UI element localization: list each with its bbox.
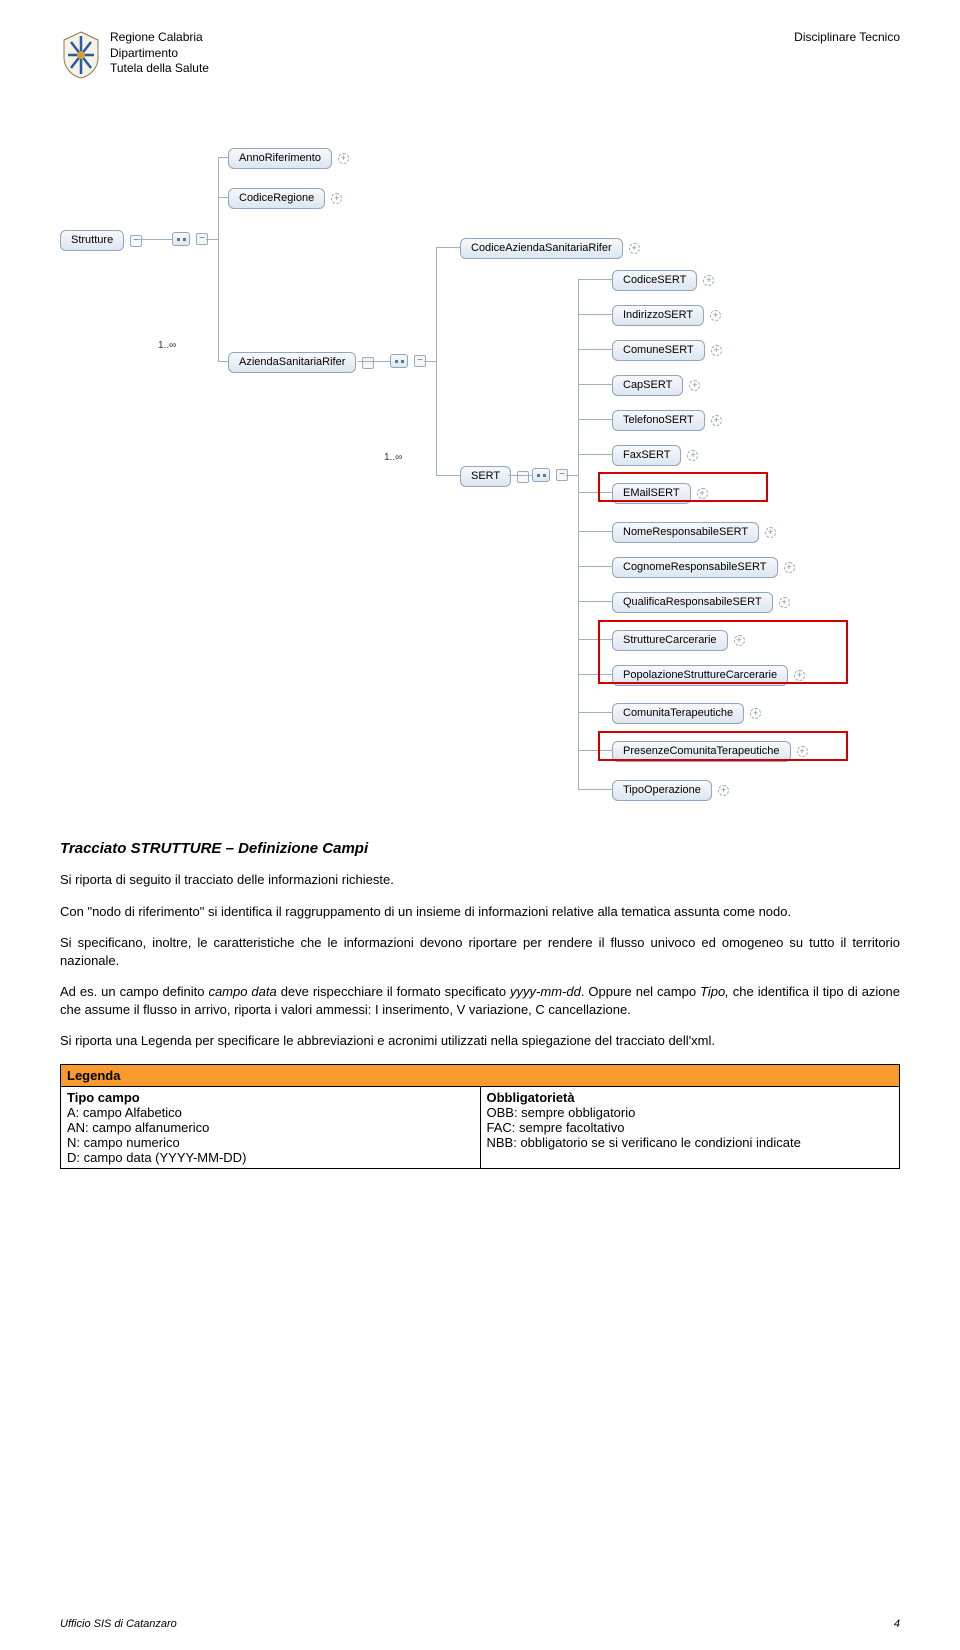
schema-node: ComuneSERT+ (612, 340, 722, 361)
sequence-icon: − (390, 354, 426, 368)
schema-node: NomeResponsabileSERT+ (612, 522, 776, 543)
schema-node: CognomeResponsabileSERT+ (612, 557, 795, 578)
expand-icon[interactable]: + (779, 597, 790, 608)
schema-node: ComunitaTerapeutiche+ (612, 703, 761, 724)
org-line3: Tutela della Salute (110, 61, 209, 77)
schema-node: CodiceRegione+ (228, 188, 342, 209)
expand-icon[interactable]: + (331, 193, 342, 204)
legend-col1-header: Tipo campo (67, 1090, 474, 1105)
collapse-icon[interactable]: − (517, 471, 529, 483)
highlight-box (598, 472, 768, 502)
legend-col2-row: OBB: sempre obbligatorio (487, 1105, 894, 1120)
expand-icon[interactable]: + (750, 708, 761, 719)
legend-col2-row: NBB: obbligatorio se si verificano le co… (487, 1135, 894, 1150)
legend-col1-row: A: campo Alfabetico (67, 1105, 474, 1120)
expand-icon[interactable]: + (689, 380, 700, 391)
paragraph-3: Si specificano, inoltre, le caratteristi… (60, 934, 900, 969)
expand-icon[interactable]: + (765, 527, 776, 538)
org-line2: Dipartimento (110, 46, 209, 62)
expand-icon[interactable]: + (687, 450, 698, 461)
region-logo (60, 30, 102, 80)
schema-node: CodiceAziendaSanitariaRifer+ (460, 238, 640, 259)
doc-type: Disciplinare Tecnico (794, 30, 900, 44)
cardinality-label: 1..∞ (384, 452, 402, 463)
legend-table: Legenda Tipo campo A: campo Alfabetico A… (60, 1064, 900, 1169)
page-header: Regione Calabria Dipartimento Tutela del… (60, 30, 900, 80)
legend-col1-row: AN: campo alfanumerico (67, 1120, 474, 1135)
footer-page-number: 4 (894, 1618, 900, 1630)
page-footer: Ufficio SIS di Catanzaro 4 (60, 1618, 900, 1630)
schema-node: AziendaSanitariaRifer− (228, 352, 374, 373)
org-line1: Regione Calabria (110, 30, 209, 46)
expand-icon[interactable]: + (629, 243, 640, 254)
sequence-icon: − (532, 468, 568, 482)
expand-icon[interactable]: + (711, 415, 722, 426)
schema-node: CodiceSERT+ (612, 270, 714, 291)
xml-schema-diagram: Strutture−−AnnoRiferimento+CodiceRegione… (60, 100, 900, 790)
schema-node: TipoOperazione+ (612, 780, 729, 801)
schema-node: QualificaResponsabileSERT+ (612, 592, 790, 613)
schema-node: AnnoRiferimento+ (228, 148, 349, 169)
section-title: Tracciato STRUTTURE – Definizione Campi (60, 840, 900, 857)
legend-col1-row: N: campo numerico (67, 1135, 474, 1150)
paragraph-2: Con "nodo di riferimento" si identifica … (60, 903, 900, 921)
highlight-box (598, 620, 848, 684)
legend-col2-header: Obbligatorietà (487, 1090, 894, 1105)
legend-col1-row: D: campo data (YYYY-MM-DD) (67, 1150, 474, 1165)
schema-node: CapSERT+ (612, 375, 700, 396)
sequence-icon: − (172, 232, 208, 246)
legend-header: Legenda (61, 1064, 900, 1086)
expand-icon[interactable]: + (338, 153, 349, 164)
cardinality-label: 1..∞ (158, 340, 176, 351)
schema-node: TelefonoSERT+ (612, 410, 722, 431)
expand-icon[interactable]: + (784, 562, 795, 573)
schema-node: IndirizzoSERT+ (612, 305, 721, 326)
schema-node: SERT− (460, 466, 529, 487)
expand-icon[interactable]: + (710, 310, 721, 321)
highlight-box (598, 731, 848, 761)
footer-left: Ufficio SIS di Catanzaro (60, 1618, 177, 1630)
paragraph-4: Ad es. un campo definito campo data deve… (60, 983, 900, 1018)
expand-icon[interactable]: + (718, 785, 729, 796)
expand-icon[interactable]: + (703, 275, 714, 286)
paragraph-1: Si riporta di seguito il tracciato delle… (60, 871, 900, 889)
expand-icon[interactable]: + (711, 345, 722, 356)
collapse-icon[interactable]: − (130, 235, 142, 247)
legend-col2-row: FAC: sempre facoltativo (487, 1120, 894, 1135)
schema-node: FaxSERT+ (612, 445, 698, 466)
paragraph-5: Si riporta una Legenda per specificare l… (60, 1032, 900, 1050)
schema-node: Strutture− (60, 230, 142, 251)
collapse-icon[interactable]: − (362, 357, 374, 369)
